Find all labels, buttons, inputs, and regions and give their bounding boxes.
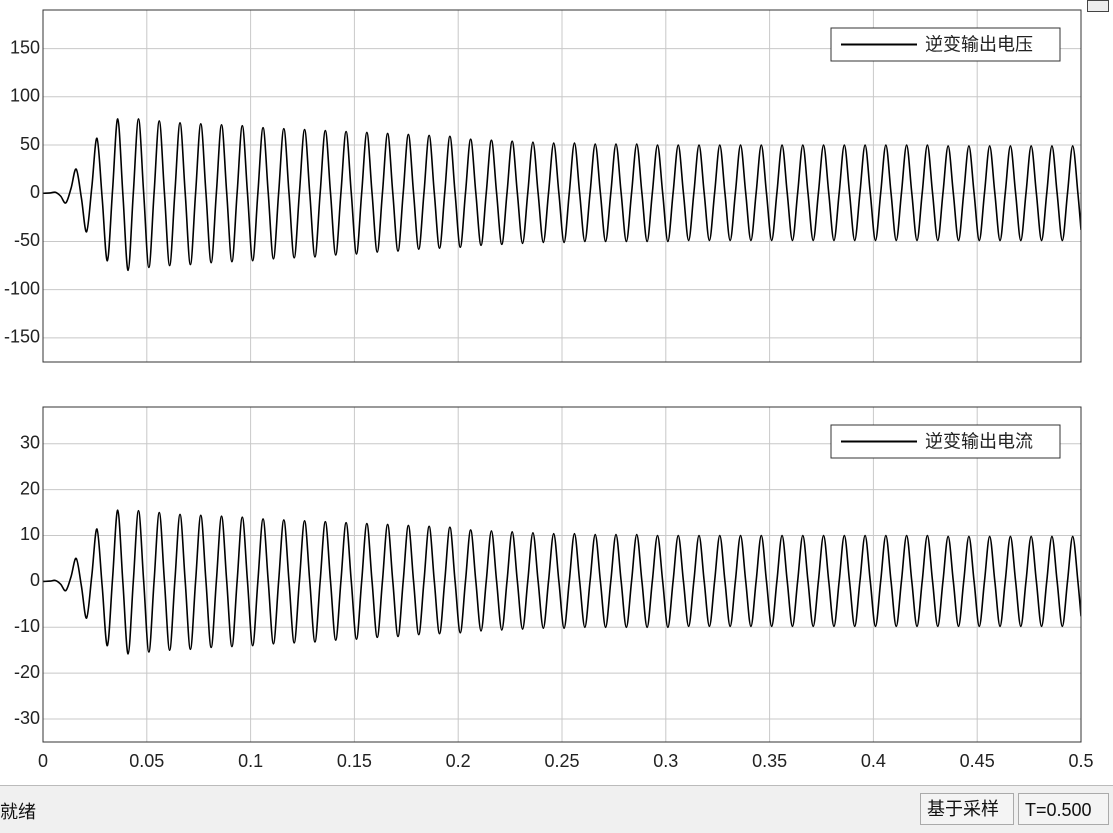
y-tick-label: -10 bbox=[14, 616, 40, 636]
y-tick-label: -20 bbox=[14, 662, 40, 682]
legend-label: 逆变输出电流 bbox=[925, 432, 1033, 453]
x-tick-label: 0.35 bbox=[752, 751, 787, 771]
y-tick-label: 30 bbox=[20, 432, 40, 452]
status-bar: 就绪 基于采样 T=0.500 bbox=[0, 785, 1113, 833]
plot-content bbox=[43, 509, 1081, 655]
signal-line bbox=[43, 509, 1081, 655]
x-tick-label: 0 bbox=[38, 751, 48, 771]
y-tick-label: 100 bbox=[10, 86, 40, 106]
sim-time: T=0.500 bbox=[1018, 793, 1109, 825]
x-tick-label: 0.45 bbox=[960, 751, 995, 771]
x-tick-label: 0.15 bbox=[337, 751, 372, 771]
y-tick-label: -50 bbox=[14, 230, 40, 250]
restore-icon[interactable] bbox=[1087, 0, 1109, 12]
x-tick-label: 0.25 bbox=[544, 751, 579, 771]
y-tick-label: 0 bbox=[30, 182, 40, 202]
plot-frame bbox=[42, 406, 1082, 743]
x-tick-label: 0.3 bbox=[653, 751, 678, 771]
plot-frame bbox=[42, 9, 1082, 363]
y-tick-label: -100 bbox=[4, 278, 40, 298]
plot-content bbox=[43, 118, 1081, 272]
y-tick-label: 20 bbox=[20, 478, 40, 498]
status-text: 就绪 bbox=[0, 802, 36, 823]
x-tick-label: 0.4 bbox=[861, 751, 886, 771]
x-tick-label: 0.2 bbox=[446, 751, 471, 771]
x-tick-label: 0.05 bbox=[129, 751, 164, 771]
legend-label: 逆变输出电压 bbox=[925, 35, 1033, 56]
signal-line bbox=[43, 118, 1081, 272]
y-tick-label: -30 bbox=[14, 708, 40, 728]
x-tick-label: 0.1 bbox=[238, 751, 263, 771]
y-tick-label: 150 bbox=[10, 37, 40, 57]
y-tick-label: -150 bbox=[4, 327, 40, 347]
y-tick-label: 50 bbox=[20, 134, 40, 154]
y-tick-label: 0 bbox=[30, 570, 40, 590]
y-tick-label: 10 bbox=[20, 524, 40, 544]
sample-mode[interactable]: 基于采样 bbox=[920, 793, 1014, 825]
x-tick-label: 0.5 bbox=[1068, 751, 1093, 771]
